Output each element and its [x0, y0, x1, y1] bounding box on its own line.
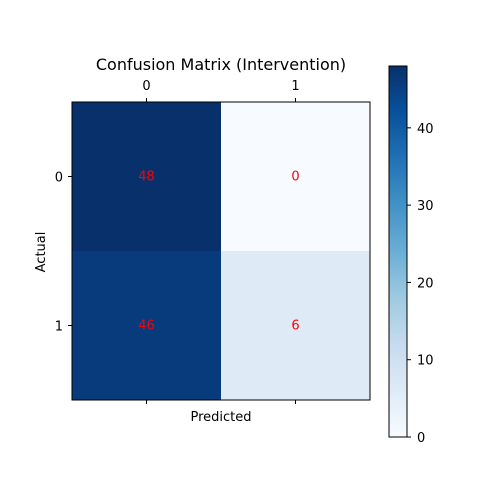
- heatmap-cell: [221, 102, 370, 251]
- colorbar-tick-label: 10: [417, 354, 434, 369]
- colorbar-tick-label: 30: [417, 199, 434, 214]
- plot-frame: [71, 101, 371, 401]
- colorbar: [388, 65, 408, 438]
- y-tick-label: 1: [55, 320, 63, 335]
- y-axis-label: Actual: [34, 232, 49, 273]
- colorbar-tick-label: 40: [417, 122, 434, 137]
- x-tick-label: 1: [291, 79, 299, 94]
- colorbar-tick-label: 20: [417, 276, 434, 291]
- cell-value-label: 0: [291, 170, 299, 185]
- y-tick-label: 0: [55, 171, 63, 186]
- y-axis-ticks: 01: [55, 171, 72, 335]
- colorbar-tick-label: 0: [417, 431, 425, 446]
- heatmap-cell: [72, 102, 221, 251]
- heatmap-cells: [72, 102, 370, 400]
- colorbar-ticks: 0 10 20 30 40: [407, 122, 434, 446]
- heatmap-cell: [72, 251, 221, 400]
- heatmap-cell: [221, 251, 370, 400]
- x-axis-label: Predicted: [190, 410, 251, 425]
- chart-title: Confusion Matrix (Intervention): [96, 55, 346, 74]
- cell-value-label: 48: [138, 170, 155, 185]
- heatmap-cell-labels: 48 0 46 6: [138, 170, 299, 334]
- x-tick-label: 0: [142, 79, 150, 94]
- cell-value-label: 6: [291, 319, 299, 334]
- cell-value-label: 46: [138, 319, 155, 334]
